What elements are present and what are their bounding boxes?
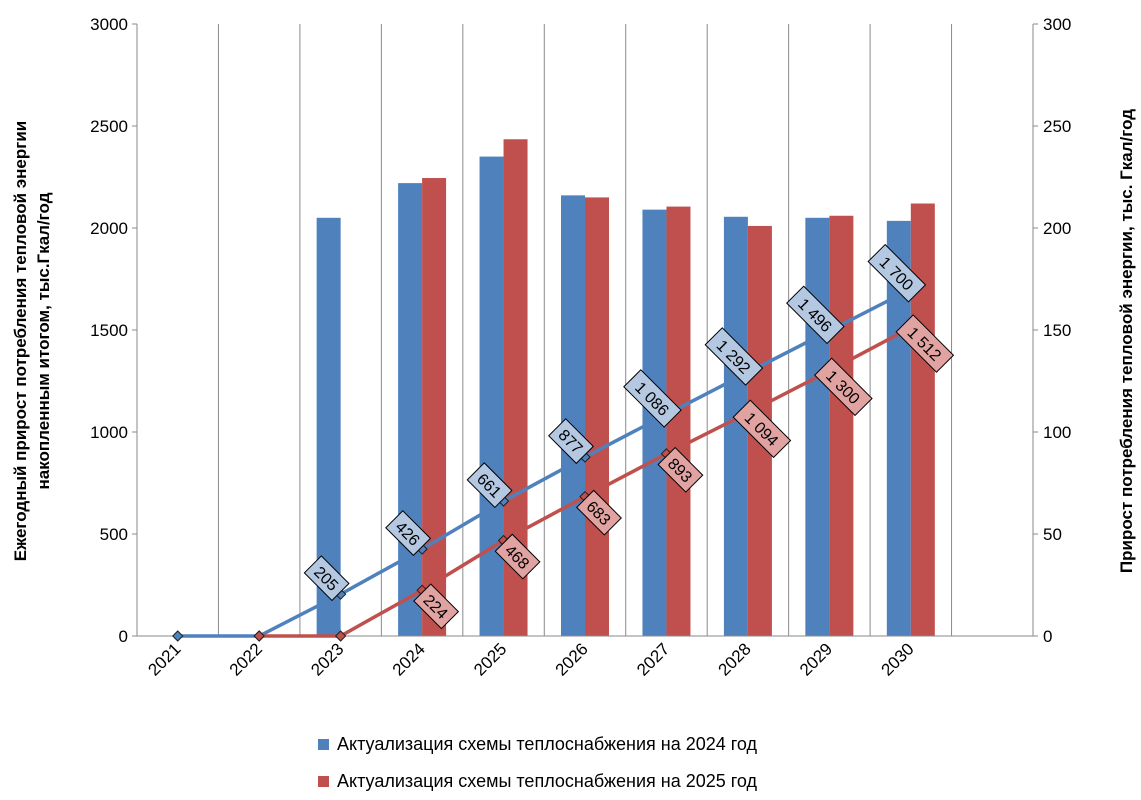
- data-label-box: [786, 285, 845, 345]
- bar-2029-series-2: [829, 215, 854, 636]
- data-label-box: [623, 369, 682, 428]
- y-axis-left-title-line-2: накопленным итогом, тыс.Гкал/год: [34, 192, 53, 489]
- y-axis-left-title-line-1: Ежегодный прирост потребления тепловой э…: [11, 121, 30, 561]
- data-label-box: [814, 357, 873, 417]
- y-right-tick-label: 300: [1043, 15, 1071, 34]
- line-point-2022-series-2: [253, 630, 265, 642]
- x-tick-label-2027: 2027: [633, 639, 673, 679]
- bar-2024-series-2: [422, 178, 447, 636]
- legend-swatch-2024: [318, 739, 329, 750]
- x-tick-label-2026: 2026: [552, 639, 592, 679]
- data-label-2028-series-1: 1 292: [704, 327, 764, 386]
- legend-item-2025: Актуализация схемы теплоснабжения на 202…: [318, 763, 757, 800]
- y-right-tick-label: 50: [1043, 525, 1062, 544]
- data-label-box: [576, 489, 622, 536]
- data-label-box: [732, 399, 792, 459]
- bar-series: [316, 139, 935, 637]
- y-left-tick-label: 3000: [90, 15, 128, 34]
- y-right-tick-label: 150: [1043, 321, 1071, 340]
- bar-2024-series-1: [398, 183, 423, 636]
- legend-item-2024: Актуализация схемы теплоснабжения на 202…: [318, 726, 757, 763]
- x-tick-label-2024: 2024: [389, 639, 429, 679]
- x-tick-label-2025: 2025: [470, 639, 510, 679]
- x-tick-label-2029: 2029: [796, 639, 836, 679]
- data-label-box: [385, 510, 432, 557]
- y-right-tick-label: 0: [1043, 627, 1052, 646]
- data-label-box: [895, 314, 955, 373]
- bar-2030-series-2: [910, 203, 935, 636]
- y-left-tick-label: 2500: [90, 117, 128, 136]
- data-label-box: [466, 462, 513, 509]
- y-left-tick-label: 500: [100, 525, 128, 544]
- line-point-2021-series-1: [172, 630, 184, 642]
- y-axis-right-title: Прирост потребления тепловой энергии, ты…: [1117, 109, 1136, 573]
- data-label-box: [303, 555, 350, 602]
- bar-2025-series-2: [503, 139, 528, 636]
- legend: Актуализация схемы теплоснабжения на 202…: [318, 726, 757, 800]
- line-series-1: [177, 287, 912, 638]
- y-left-tick-label: 0: [119, 627, 128, 646]
- y-right-tick-label: 250: [1043, 117, 1071, 136]
- x-tick-label-2028: 2028: [715, 639, 755, 679]
- bar-2029-series-1: [805, 217, 830, 637]
- data-label-box: [413, 583, 460, 630]
- legend-label-2024: Актуализация схемы теплоснабжения на 202…: [337, 734, 758, 754]
- bar-2026-series-1: [561, 195, 585, 637]
- data-label-box: [494, 533, 541, 580]
- x-tick-label-2022: 2022: [226, 639, 266, 679]
- x-tick-label-2023: 2023: [307, 639, 347, 679]
- bar-2025-series-1: [479, 156, 504, 636]
- data-label-box: [704, 327, 764, 386]
- legend-swatch-2025: [318, 776, 329, 787]
- data-label-box: [548, 418, 594, 465]
- y-left-tick-label: 1000: [90, 423, 128, 442]
- y-right-tick-label: 200: [1043, 219, 1071, 238]
- bar-2026-series-2: [585, 197, 609, 636]
- y-right-tick-label: 100: [1043, 423, 1071, 442]
- x-tick-label-2021: 2021: [144, 639, 184, 679]
- data-label-box: [657, 446, 704, 493]
- line-point-2023-series-2: [334, 630, 347, 642]
- y-left-tick-label: 1500: [90, 321, 128, 340]
- y-left-tick-label: 2000: [90, 219, 128, 238]
- legend-label-2025: Актуализация схемы теплоснабжения на 202…: [337, 771, 758, 791]
- x-tick-label-2030: 2030: [877, 639, 917, 679]
- data-label-box: [867, 243, 927, 303]
